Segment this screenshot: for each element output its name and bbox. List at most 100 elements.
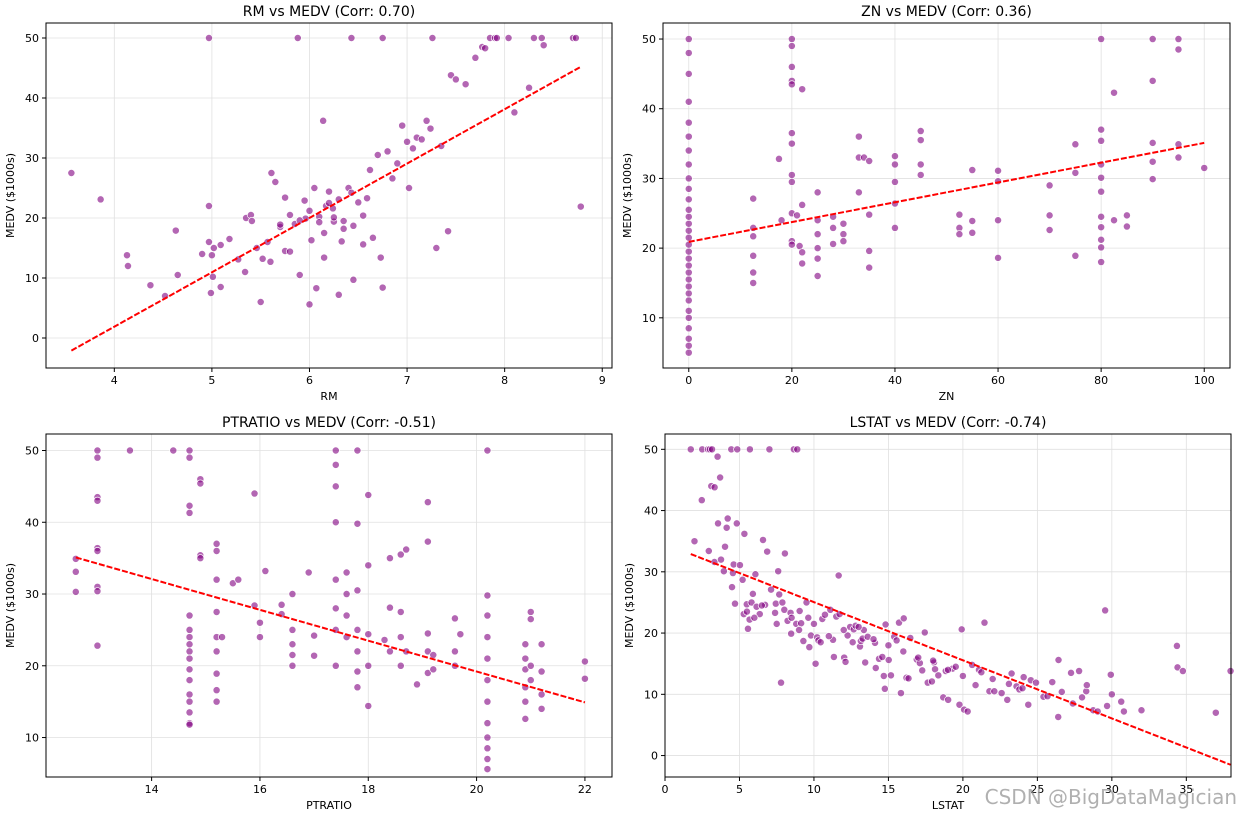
x-tick-label: 5: [208, 374, 215, 387]
data-point: [1097, 173, 1106, 182]
data-point: [228, 579, 237, 588]
data-point: [793, 211, 801, 220]
y-tick-label: 10: [25, 272, 39, 285]
data-point: [968, 166, 977, 175]
data-point: [1019, 673, 1028, 682]
data-point: [865, 246, 874, 255]
watermark-text: CSDN @BigDataMagician: [984, 785, 1237, 809]
data-point: [93, 446, 102, 455]
data-point: [423, 498, 432, 507]
data-point: [1137, 706, 1146, 715]
data-point: [684, 306, 693, 315]
data-point: [422, 116, 431, 125]
data-point: [749, 251, 758, 260]
data-point: [185, 611, 194, 620]
data-point: [288, 640, 297, 649]
chart-title: LSTAT vs MEDV (Corr: -0.74): [850, 415, 1047, 431]
data-point: [315, 218, 324, 227]
y-tick-label: 20: [25, 660, 39, 673]
x-axis-label: ZN: [939, 390, 955, 403]
data-point: [742, 607, 751, 616]
data-point: [185, 633, 194, 642]
data-point: [839, 219, 848, 228]
data-point: [944, 695, 953, 704]
data-point: [123, 251, 131, 260]
data-point: [748, 589, 757, 598]
data-point: [396, 633, 405, 642]
data-point: [777, 678, 785, 687]
data-point: [216, 283, 225, 291]
axes-frame: [45, 22, 613, 369]
data-point: [450, 647, 459, 656]
data-point: [797, 619, 806, 628]
y-tick-label: 50: [642, 33, 656, 46]
data-point: [207, 251, 216, 260]
data-point: [93, 587, 102, 596]
data-point: [305, 300, 314, 309]
y-tick-label: 0: [651, 750, 658, 763]
data-point: [537, 640, 546, 649]
data-point: [774, 567, 783, 576]
x-axis-label: RM: [320, 390, 337, 403]
x-tick-label: 5: [736, 783, 743, 796]
data-point: [929, 656, 938, 665]
data-point: [342, 568, 351, 577]
data-point: [288, 625, 297, 634]
data-point: [483, 676, 492, 685]
data-point: [209, 244, 218, 252]
data-point: [1054, 713, 1063, 721]
data-point: [798, 85, 807, 94]
data-point: [185, 647, 194, 656]
y-axis-label: MEDV ($1000s): [623, 563, 636, 648]
data-point: [205, 202, 213, 210]
x-tick-label: 22: [578, 783, 592, 796]
data-point: [354, 198, 363, 207]
data-point: [839, 626, 848, 634]
data-point: [684, 226, 693, 235]
data-point: [891, 152, 899, 161]
data-point: [212, 539, 221, 548]
data-point: [1078, 693, 1087, 702]
data-point: [1097, 212, 1106, 221]
data-point: [196, 479, 205, 488]
data-point: [305, 206, 314, 215]
data-point: [378, 283, 387, 292]
data-point: [798, 200, 807, 209]
data-point: [444, 227, 453, 236]
data-point: [461, 80, 470, 89]
x-tick-label: 6: [306, 374, 313, 387]
data-point: [483, 719, 492, 728]
data-point: [684, 212, 693, 221]
data-point: [169, 446, 178, 455]
data-point: [580, 674, 589, 683]
data-point: [879, 671, 888, 680]
data-point: [684, 49, 693, 57]
data-point: [1024, 700, 1033, 709]
data-point: [793, 445, 802, 454]
data-point: [1054, 656, 1063, 664]
data-point: [267, 169, 276, 177]
y-tick-label: 10: [642, 312, 656, 325]
data-point: [887, 671, 895, 680]
data-point: [423, 537, 432, 546]
data-point: [320, 253, 329, 262]
data-point: [955, 700, 964, 709]
data-point: [363, 194, 372, 203]
data-point: [196, 554, 205, 563]
data-point: [288, 590, 297, 598]
data-point: [990, 687, 999, 696]
data-point: [1148, 157, 1157, 166]
data-point: [483, 697, 492, 706]
data-point: [690, 537, 699, 546]
data-point: [329, 213, 338, 222]
x-tick-label: 30: [1105, 783, 1119, 796]
data-point: [1071, 168, 1080, 177]
data-point: [719, 567, 728, 576]
x-tick-label: 9: [599, 374, 606, 387]
x-axis-label: LSTAT: [932, 799, 965, 812]
data-point: [521, 665, 530, 674]
data-point: [359, 240, 368, 249]
subplot-3: 14 16 18 20 22 10 20 30 40 50 PTRATIO vs MEDV (Cor…: [4, 415, 613, 812]
data-point: [977, 668, 986, 677]
